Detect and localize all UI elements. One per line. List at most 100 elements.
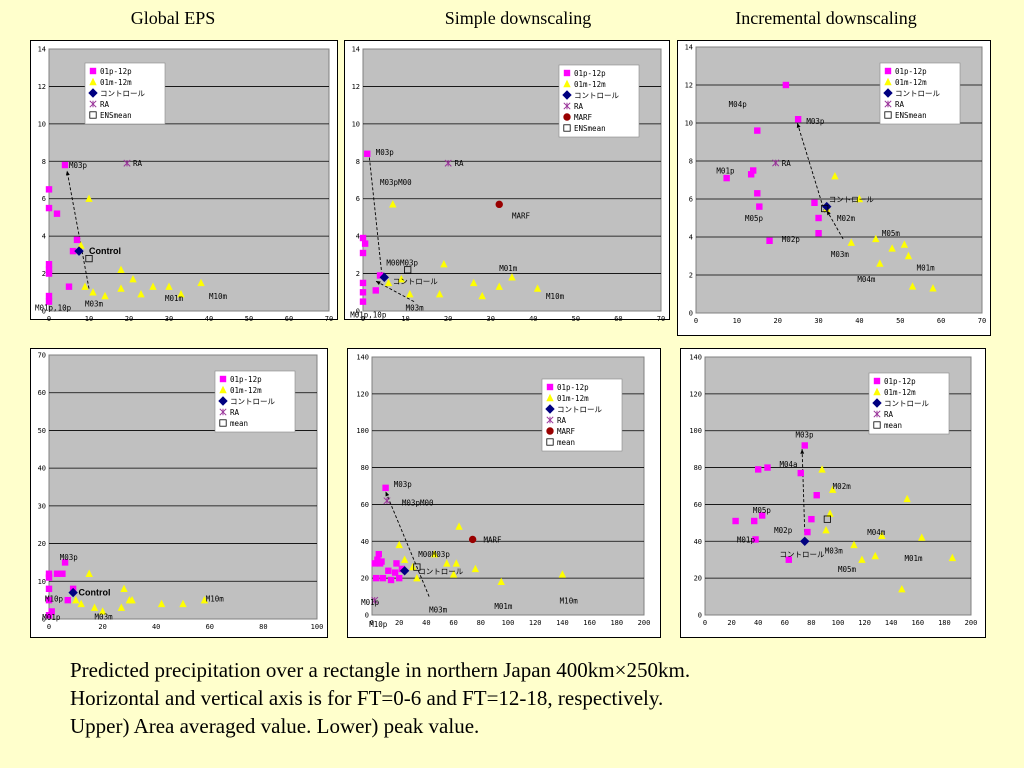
point-label: M03p [394, 480, 413, 489]
point-triangle [149, 282, 157, 290]
legend-entry: RA [230, 408, 240, 417]
legend-entry: mean [557, 438, 575, 447]
x-tick-label: 80 [807, 619, 815, 627]
y-tick-label: 40 [38, 465, 46, 473]
point-triangle [89, 288, 97, 296]
point-square [374, 556, 381, 563]
y-tick-label: 10 [38, 578, 46, 586]
x-tick-label: 0 [703, 619, 707, 627]
point-square [766, 237, 773, 244]
point-triangle [77, 599, 85, 608]
point-triangle [120, 584, 128, 593]
legend-box [558, 64, 640, 138]
point-label: M05p [745, 214, 764, 223]
y-tick-label: 4 [689, 234, 693, 242]
y-tick-label: 2 [42, 270, 46, 278]
x-tick-label: 100 [311, 623, 324, 631]
y-tick-label: 0 [698, 612, 702, 620]
chart-svg-global-upper: 0 2 4 6 8 10 12 14 0 10 20 30 40 50 60 70 RA M03p Control M… [35, 46, 333, 322]
legend-entry: 01m-12m [557, 394, 589, 403]
legend-entry: RA [557, 416, 567, 425]
y-tick-label: 0 [365, 612, 369, 620]
point-label: M03m [429, 605, 448, 614]
x-tick-label: 20 [444, 315, 452, 321]
x-tick-label: 40 [529, 315, 537, 321]
legend-entry: 01p-12p [100, 67, 132, 76]
point-square [359, 249, 367, 257]
point-triangle [828, 485, 837, 493]
point-label: MARF [484, 535, 503, 544]
point-triangle [826, 509, 834, 517]
point-square [61, 161, 69, 169]
legend-entry: コントロール [230, 397, 275, 406]
legend-entry: 01m-12m [574, 80, 606, 89]
point-triangle [137, 289, 145, 298]
point-square [376, 272, 384, 279]
legend-entry: MARF [574, 113, 593, 122]
x-tick-label: 140 [885, 619, 898, 627]
point-label: M01p [361, 598, 380, 607]
legend-marker [89, 77, 97, 86]
point-label: M03p [60, 553, 79, 562]
x-tick-label: 100 [832, 619, 845, 627]
legend-marker [884, 67, 892, 75]
point-triangle [435, 289, 444, 298]
point-asterisk [383, 497, 391, 505]
y-tick-label: 80 [694, 464, 702, 472]
x-tick-label: 10 [733, 317, 741, 325]
caption: Predicted precipitation over a rectangle… [70, 656, 690, 740]
chart-svg-incremental-lower: 0 20 40 60 80 100 120 140 0 20 40 60 80 100 120 140 160 1… [689, 354, 978, 628]
legend-entry: コントロール [574, 91, 619, 100]
legend-marker [219, 385, 227, 394]
point-label: M10m [560, 596, 579, 605]
arrow-head [385, 491, 390, 497]
x-tick-label: 160 [583, 619, 596, 627]
x-tick-label: 200 [965, 619, 978, 627]
legend-box [541, 378, 623, 452]
point-square [359, 289, 367, 296]
point-label: M03m [406, 303, 425, 312]
x-tick-label: 0 [47, 623, 51, 631]
y-tick-label: 20 [38, 540, 46, 548]
point-triangle [508, 273, 516, 281]
point-label: M05p [753, 506, 772, 515]
point-square [393, 560, 400, 567]
point-label: M03p [806, 117, 825, 126]
legend-entry: 01m-12m [884, 388, 916, 397]
y-tick-label: 6 [689, 196, 693, 204]
legend-entry: 01p-12p [895, 67, 927, 76]
chart-svg-simple-upper: 0 2 4 6 8 10 12 14 0 10 20 30 40 50 60 70 M03p M03pM00 RA M… [350, 46, 665, 322]
point-square [45, 585, 53, 593]
point-label: M01m [494, 602, 513, 611]
x-tick-label: 40 [205, 315, 213, 321]
legend-entry: 01p-12p [574, 69, 606, 78]
x-tick-label: 20 [395, 619, 403, 627]
caption-line-2: Horizontal and vertical axis is for FT=0… [70, 686, 664, 710]
point-label: コントロール [829, 195, 874, 204]
point-square [750, 167, 757, 174]
point-label: M01m [905, 554, 924, 563]
point-hollow-square [404, 266, 412, 274]
x-tick-label: 60 [285, 315, 293, 321]
point-square [794, 116, 802, 123]
legend-entry: ENSmean [100, 111, 132, 120]
x-tick-label: 200 [638, 619, 651, 627]
legend-entry: 01p-12p [557, 383, 589, 392]
y-tick-label: 12 [352, 83, 360, 91]
point-triangle [850, 540, 858, 549]
chart-svg-simple-lower: 0 20 40 60 80 100 120 140 0 20 40 60 80 100 120 140 160 1… [356, 354, 651, 630]
y-tick-label: 70 [38, 352, 46, 360]
point-hollow-square [823, 515, 831, 523]
point-asterisk [371, 596, 379, 604]
point-square [723, 174, 730, 182]
point-square [48, 608, 55, 615]
point-label: M03p [795, 430, 814, 439]
point-square [758, 512, 766, 519]
y-tick-label: 4 [356, 233, 360, 241]
point-label: M03m [831, 250, 850, 259]
y-tick-label: 60 [361, 501, 369, 509]
point-square [45, 596, 53, 604]
point-square [59, 570, 66, 577]
point-label: M10m [546, 292, 565, 301]
trend-arrow [801, 449, 806, 533]
